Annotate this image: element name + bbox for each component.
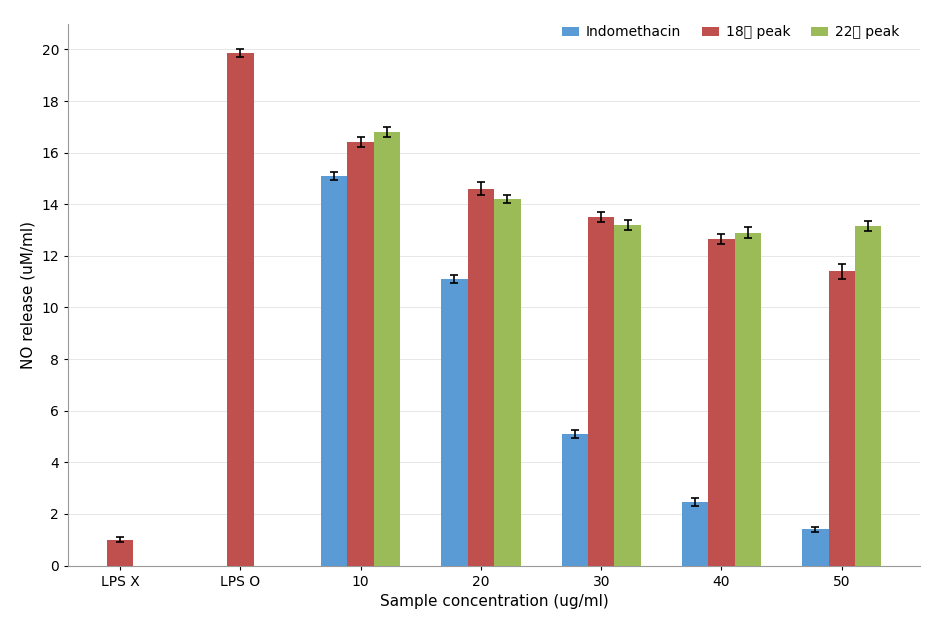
Bar: [441, 279, 468, 566]
Bar: [494, 199, 520, 566]
Bar: [855, 226, 882, 566]
Bar: [709, 239, 735, 566]
Bar: [468, 189, 494, 566]
Bar: [374, 132, 400, 566]
Bar: [562, 434, 588, 566]
Y-axis label: NO release (uM/ml): NO release (uM/ml): [21, 220, 36, 369]
Bar: [321, 176, 347, 566]
Legend: Indomethacin, 18분 peak, 22분 peak: Indomethacin, 18분 peak, 22분 peak: [557, 20, 904, 45]
Bar: [347, 142, 374, 566]
Bar: [227, 54, 254, 566]
X-axis label: Sample concentration (ug/ml): Sample concentration (ug/ml): [380, 594, 609, 609]
Bar: [107, 540, 134, 566]
Bar: [802, 529, 828, 566]
Bar: [614, 225, 641, 566]
Bar: [735, 232, 761, 566]
Bar: [828, 272, 855, 566]
Bar: [682, 502, 709, 566]
Bar: [588, 217, 614, 566]
